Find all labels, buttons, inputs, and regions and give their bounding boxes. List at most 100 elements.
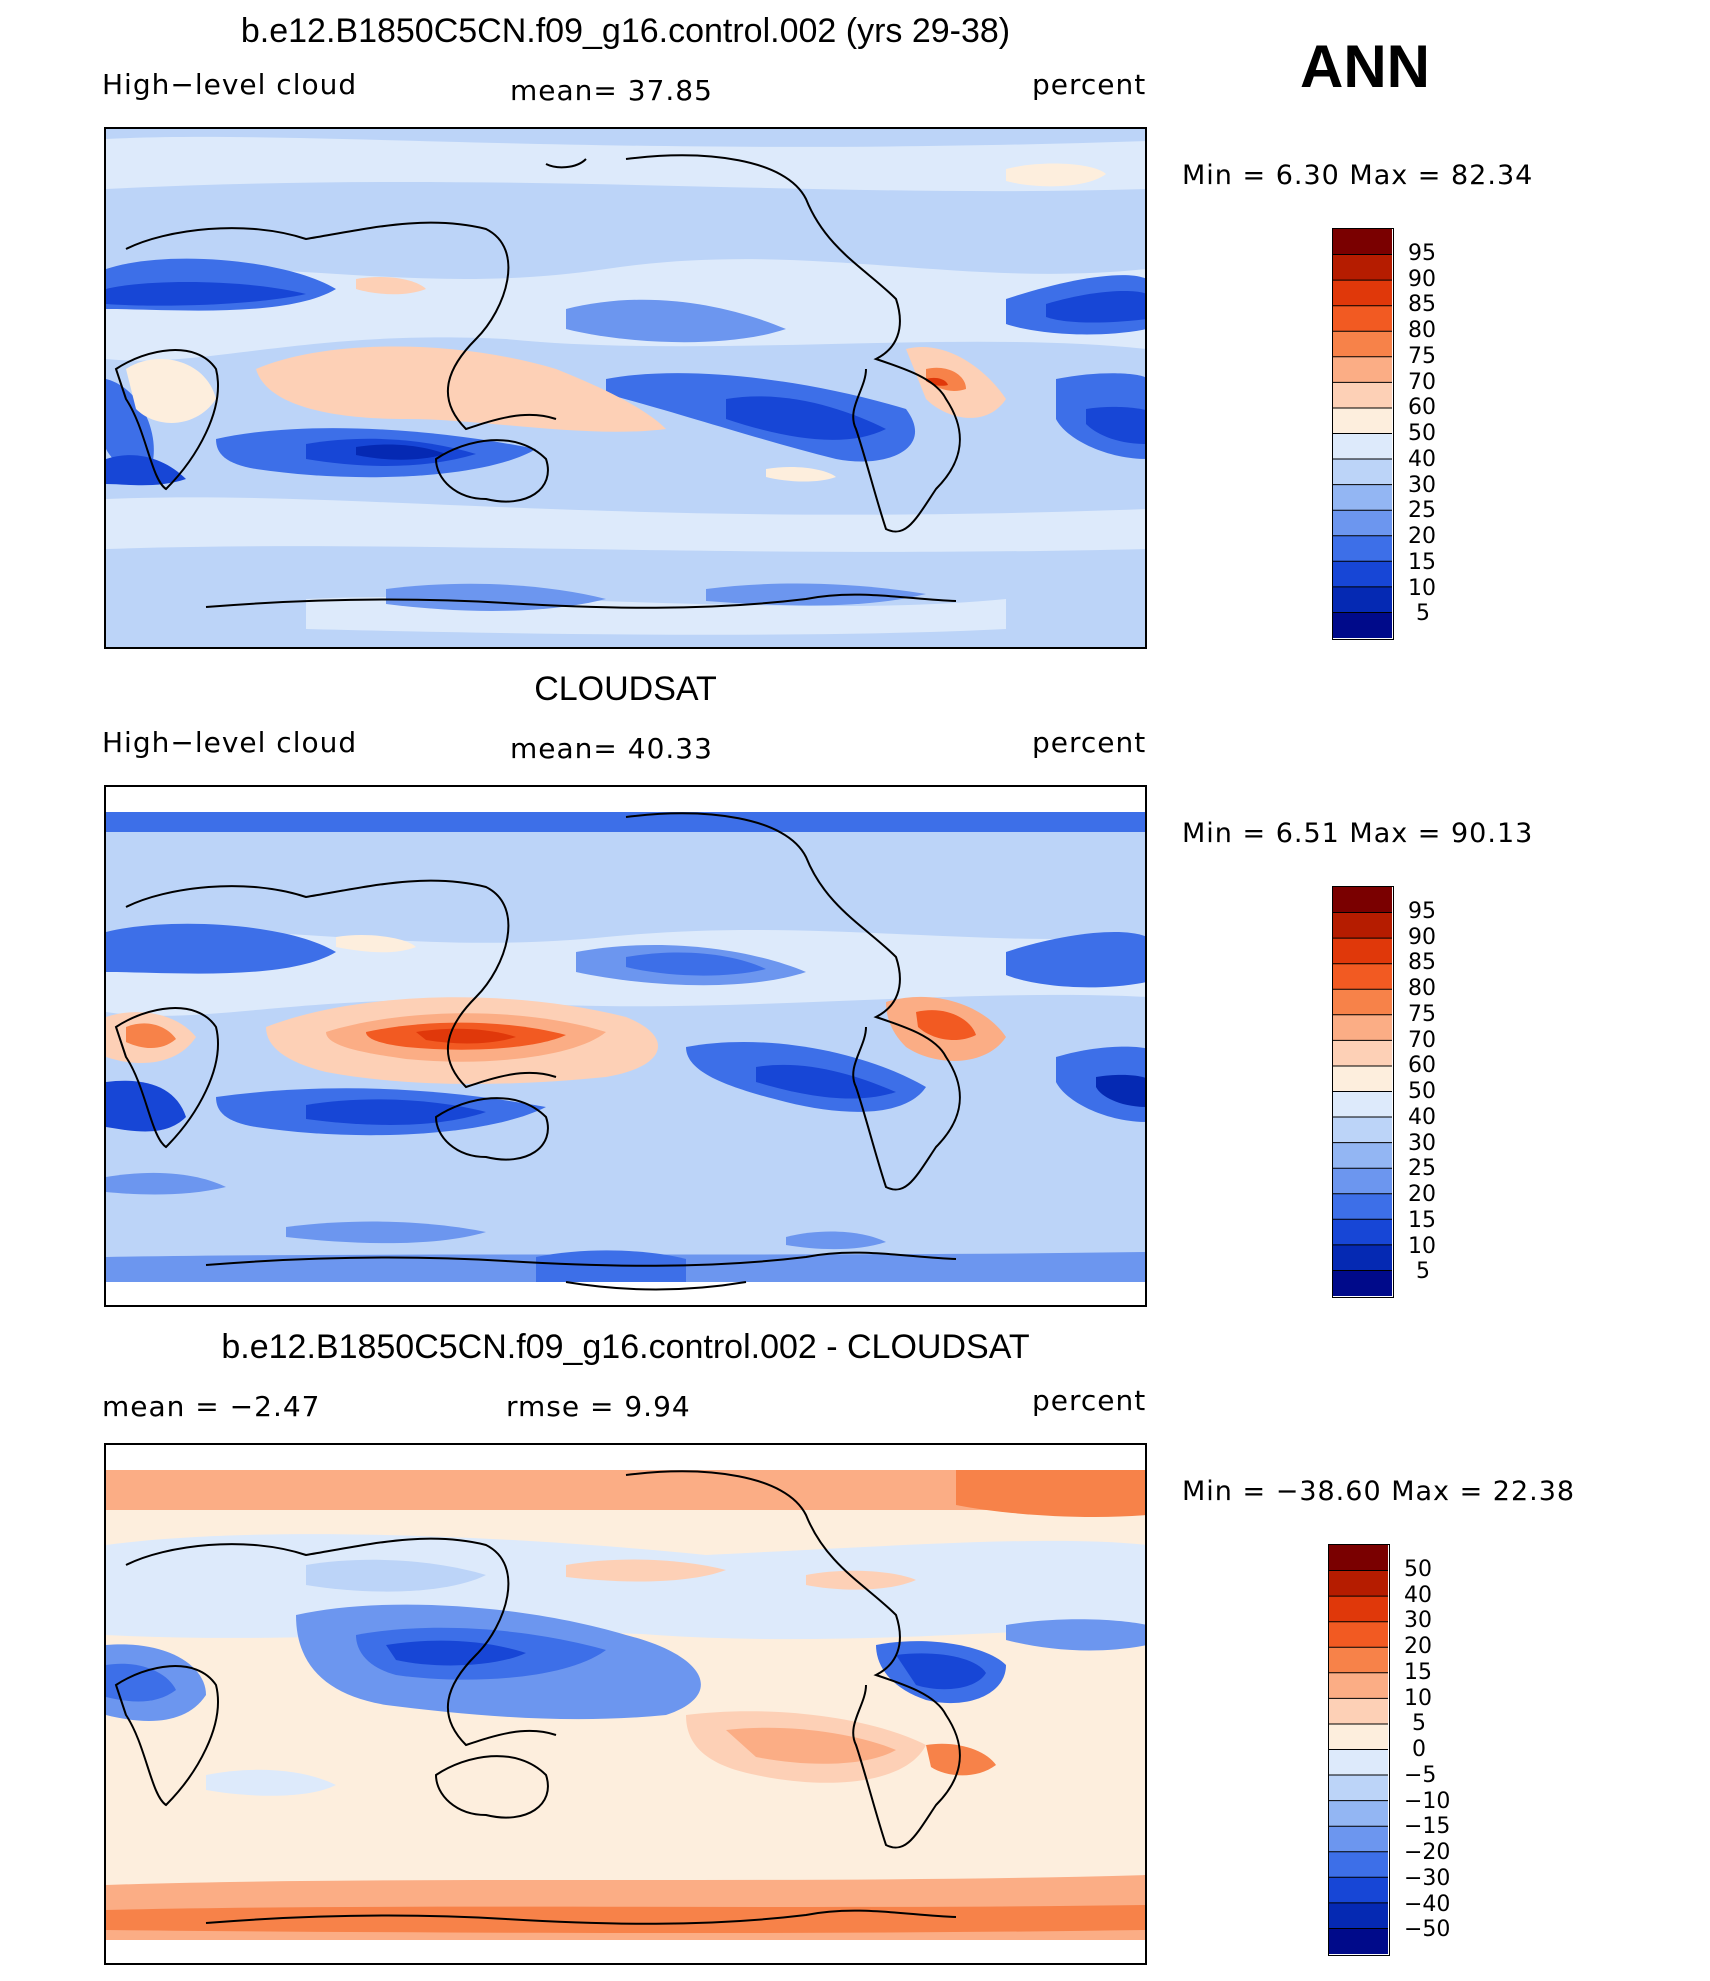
panel2-unit-label: percent: [1032, 726, 1147, 759]
colorbar-swatch: [1333, 331, 1392, 358]
colorbar-swatch: [1333, 1193, 1392, 1220]
panel1-colorbar: [1332, 228, 1394, 640]
colorbar-tick-label: 20: [1408, 524, 1436, 549]
colorbar-tick-label: 30: [1408, 1130, 1436, 1156]
panel2-min-max: Min = 6.51 Max = 90.13: [1182, 818, 1534, 849]
panel2-title: CLOUDSAT: [534, 670, 717, 708]
colorbar-tick-label: 75: [1408, 343, 1436, 369]
panel1-title: b.e12.B1850C5CN.f09_g16.control.002 (yrs…: [240, 12, 1011, 50]
colorbar-tick-label: −20: [1404, 1840, 1451, 1865]
colorbar-tick-label: 40: [1404, 1582, 1432, 1608]
colorbar-swatch: [1333, 484, 1392, 511]
colorbar-swatch: [1329, 1826, 1388, 1853]
panel3-min-max: Min = −38.60 Max = 22.38: [1182, 1476, 1576, 1507]
colorbar-swatch: [1329, 1647, 1388, 1674]
panel3-unit-label: percent: [1032, 1384, 1147, 1417]
colorbar-tick-label: 10: [1408, 1233, 1436, 1259]
colorbar-tick-label: 90: [1408, 266, 1436, 292]
colorbar-tick-label: 25: [1408, 1156, 1436, 1182]
colorbar-tick-label: 25: [1408, 498, 1436, 524]
colorbar-swatch: [1329, 1698, 1388, 1725]
colorbar-tick-label: 60: [1408, 395, 1436, 421]
colorbar-swatch: [1333, 586, 1392, 613]
colorbar-tick-label: 75: [1408, 1001, 1436, 1027]
colorbar-tick-label: −5: [1404, 1762, 1437, 1788]
colorbar-tick-label: −30: [1404, 1865, 1451, 1891]
colorbar-tick-label: 20: [1408, 1182, 1436, 1207]
panel2-contour-field: [106, 787, 1145, 1305]
colorbar-swatch: [1329, 1749, 1388, 1776]
colorbar-swatch: [1329, 1928, 1388, 1954]
colorbar-tick-label: 15: [1404, 1659, 1432, 1685]
colorbar-tick-label: 95: [1408, 898, 1436, 924]
colorbar-swatch: [1333, 1219, 1392, 1246]
colorbar-tick-label: 30: [1408, 472, 1436, 498]
colorbar-tick-label: 15: [1408, 1207, 1436, 1233]
colorbar-swatch: [1333, 938, 1392, 965]
colorbar-swatch: [1333, 1244, 1392, 1271]
colorbar-swatch: [1329, 1723, 1388, 1750]
colorbar-swatch: [1329, 1800, 1388, 1827]
colorbar-swatch: [1333, 612, 1392, 638]
panel3-rmse-label: rmse = 9.94: [506, 1390, 691, 1423]
panel1-mean-label: mean= 37.85: [510, 74, 713, 107]
panel2-mean-label: mean= 40.33: [510, 732, 713, 765]
colorbar-tick-label: 20: [1404, 1634, 1432, 1659]
colorbar-swatch: [1333, 561, 1392, 588]
colorbar-swatch: [1333, 229, 1392, 256]
colorbar-swatch: [1329, 1877, 1388, 1904]
colorbar-tick-label: 70: [1408, 369, 1436, 395]
colorbar-swatch: [1329, 1545, 1388, 1572]
colorbar-swatch: [1333, 1014, 1392, 1041]
colorbar-swatch: [1329, 1596, 1388, 1623]
colorbar-swatch: [1333, 963, 1392, 990]
colorbar-swatch: [1333, 254, 1392, 281]
colorbar-tick-label: 0: [1412, 1737, 1426, 1762]
colorbar-tick-label: 5: [1416, 1259, 1430, 1285]
colorbar-swatch: [1329, 1851, 1388, 1878]
panel3-mean-label: mean = −2.47: [102, 1390, 321, 1423]
panel1-map: [104, 127, 1147, 649]
colorbar-tick-label: 85: [1408, 292, 1436, 318]
panel1-contour-field: [106, 129, 1145, 647]
colorbar-tick-label: 5: [1412, 1711, 1426, 1737]
colorbar-tick-label: 95: [1408, 240, 1436, 266]
colorbar-swatch: [1333, 382, 1392, 409]
colorbar-swatch: [1333, 305, 1392, 332]
colorbar-swatch: [1333, 1142, 1392, 1169]
colorbar-swatch: [1329, 1672, 1388, 1699]
colorbar-swatch: [1333, 887, 1392, 914]
colorbar-swatch: [1329, 1570, 1388, 1597]
colorbar-swatch: [1333, 1117, 1392, 1144]
colorbar-tick-label: 40: [1408, 446, 1436, 472]
colorbar-swatch: [1333, 407, 1392, 434]
colorbar-swatch: [1329, 1902, 1388, 1929]
colorbar-swatch: [1329, 1775, 1388, 1802]
panel2-map: [104, 785, 1147, 1307]
colorbar-swatch: [1333, 1091, 1392, 1118]
colorbar-tick-label: 70: [1408, 1027, 1436, 1053]
colorbar-swatch: [1333, 1065, 1392, 1092]
colorbar-tick-label: 90: [1408, 924, 1436, 950]
panel3-colorbar: [1328, 1544, 1390, 1956]
panel3-title: b.e12.B1850C5CN.f09_g16.control.002 - CL…: [221, 1328, 1030, 1366]
colorbar-swatch: [1333, 1168, 1392, 1195]
panel2-variable-label: High−level cloud: [102, 726, 358, 759]
colorbar-tick-label: −15: [1404, 1814, 1451, 1840]
colorbar-tick-label: 50: [1408, 1079, 1436, 1104]
colorbar-tick-label: 10: [1408, 575, 1436, 601]
colorbar-swatch: [1333, 459, 1392, 486]
panel1-unit-label: percent: [1032, 68, 1147, 101]
colorbar-swatch: [1333, 989, 1392, 1016]
season-label: ANN: [1300, 33, 1430, 100]
colorbar-tick-label: −40: [1404, 1891, 1451, 1917]
colorbar-tick-label: −10: [1404, 1788, 1451, 1814]
panel3-map: [104, 1443, 1147, 1965]
colorbar-tick-label: 15: [1408, 549, 1436, 575]
panel2-colorbar: [1332, 886, 1394, 1298]
colorbar-tick-label: 40: [1408, 1104, 1436, 1130]
panel1-colorbar-swatches: [1333, 229, 1392, 638]
colorbar-tick-label: 80: [1408, 976, 1436, 1001]
panel3-contour-field: [106, 1445, 1145, 1963]
colorbar-tick-label: 60: [1408, 1053, 1436, 1079]
